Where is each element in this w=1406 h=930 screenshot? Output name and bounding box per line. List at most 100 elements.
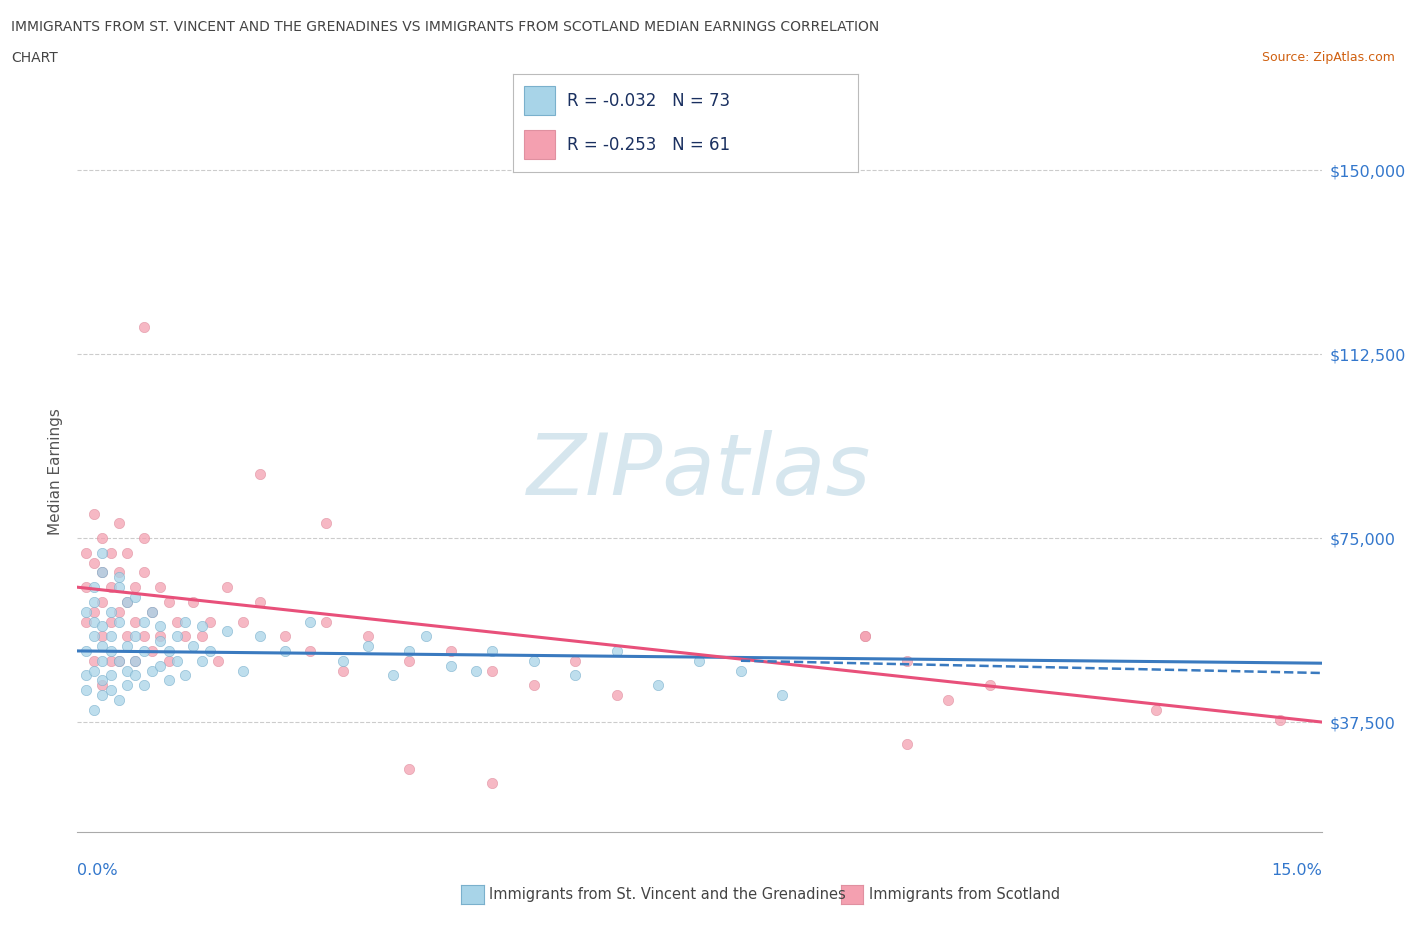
Point	[232, 663, 254, 678]
Point	[108, 516, 131, 531]
Point	[115, 545, 138, 560]
Point	[730, 663, 752, 678]
Point	[124, 653, 146, 668]
Point	[157, 644, 180, 658]
Point	[108, 653, 131, 668]
Point	[1144, 702, 1167, 717]
Point	[91, 673, 114, 688]
Point	[191, 619, 214, 634]
Point	[274, 644, 297, 658]
Point	[198, 644, 221, 658]
Point	[606, 644, 628, 658]
Point	[100, 604, 122, 619]
Y-axis label: Median Earnings: Median Earnings	[48, 408, 63, 536]
Point	[115, 594, 138, 609]
Point	[149, 633, 172, 648]
Text: IMMIGRANTS FROM ST. VINCENT AND THE GRENADINES VS IMMIGRANTS FROM SCOTLAND MEDIA: IMMIGRANTS FROM ST. VINCENT AND THE GREN…	[11, 20, 880, 34]
Point	[132, 565, 155, 580]
Point	[332, 653, 354, 668]
Point	[166, 653, 188, 668]
Bar	[523, 86, 554, 115]
Point	[249, 594, 271, 609]
Point	[91, 639, 114, 654]
Point	[91, 545, 114, 560]
Point	[896, 653, 918, 668]
Point	[115, 639, 138, 654]
Point	[174, 614, 197, 629]
Point	[132, 678, 155, 693]
Point	[398, 761, 420, 776]
Point	[938, 693, 960, 708]
Point	[83, 629, 105, 644]
Point	[298, 644, 321, 658]
Point	[274, 629, 297, 644]
Point	[124, 629, 146, 644]
Point	[108, 693, 131, 708]
Point	[332, 663, 354, 678]
Point	[207, 653, 229, 668]
Point	[132, 614, 155, 629]
Point	[108, 614, 131, 629]
Point	[83, 663, 105, 678]
Point	[83, 653, 105, 668]
Point	[772, 687, 794, 702]
Point	[157, 653, 180, 668]
Point	[398, 644, 420, 658]
Point	[855, 629, 877, 644]
Text: ZIPatlas: ZIPatlas	[527, 431, 872, 513]
Point	[141, 663, 163, 678]
Point	[83, 702, 105, 717]
Point	[83, 614, 105, 629]
Point	[91, 531, 114, 546]
Point	[124, 614, 146, 629]
Point	[124, 579, 146, 594]
Point	[141, 604, 163, 619]
Point	[157, 594, 180, 609]
Point	[100, 579, 122, 594]
Point	[75, 545, 97, 560]
Point	[108, 653, 131, 668]
Point	[91, 619, 114, 634]
Point	[100, 614, 122, 629]
Point	[564, 653, 586, 668]
Point	[83, 555, 105, 570]
Point	[166, 629, 188, 644]
Point	[91, 687, 114, 702]
Point	[523, 653, 546, 668]
Point	[141, 604, 163, 619]
Point	[149, 619, 172, 634]
Text: Immigrants from Scotland: Immigrants from Scotland	[869, 887, 1060, 902]
Point	[191, 653, 214, 668]
Point	[183, 594, 205, 609]
Point	[100, 653, 122, 668]
Point	[357, 639, 380, 654]
Point	[440, 658, 463, 673]
Point	[83, 579, 105, 594]
Point	[75, 604, 97, 619]
Point	[191, 629, 214, 644]
Point	[132, 644, 155, 658]
Point	[689, 653, 711, 668]
Point	[198, 614, 221, 629]
Point	[896, 737, 918, 751]
Point	[166, 614, 188, 629]
Point	[91, 629, 114, 644]
Point	[91, 565, 114, 580]
Text: 0.0%: 0.0%	[77, 863, 118, 878]
Bar	[523, 130, 554, 159]
Point	[855, 629, 877, 644]
Point	[249, 467, 271, 482]
Point	[415, 629, 437, 644]
Point	[132, 320, 155, 335]
Point	[1270, 712, 1292, 727]
Point	[100, 644, 122, 658]
Point	[124, 653, 146, 668]
Point	[91, 594, 114, 609]
Point	[115, 678, 138, 693]
Point	[108, 565, 131, 580]
Point	[979, 678, 1001, 693]
Point	[108, 604, 131, 619]
Point	[157, 673, 180, 688]
Point	[149, 629, 172, 644]
Point	[132, 531, 155, 546]
